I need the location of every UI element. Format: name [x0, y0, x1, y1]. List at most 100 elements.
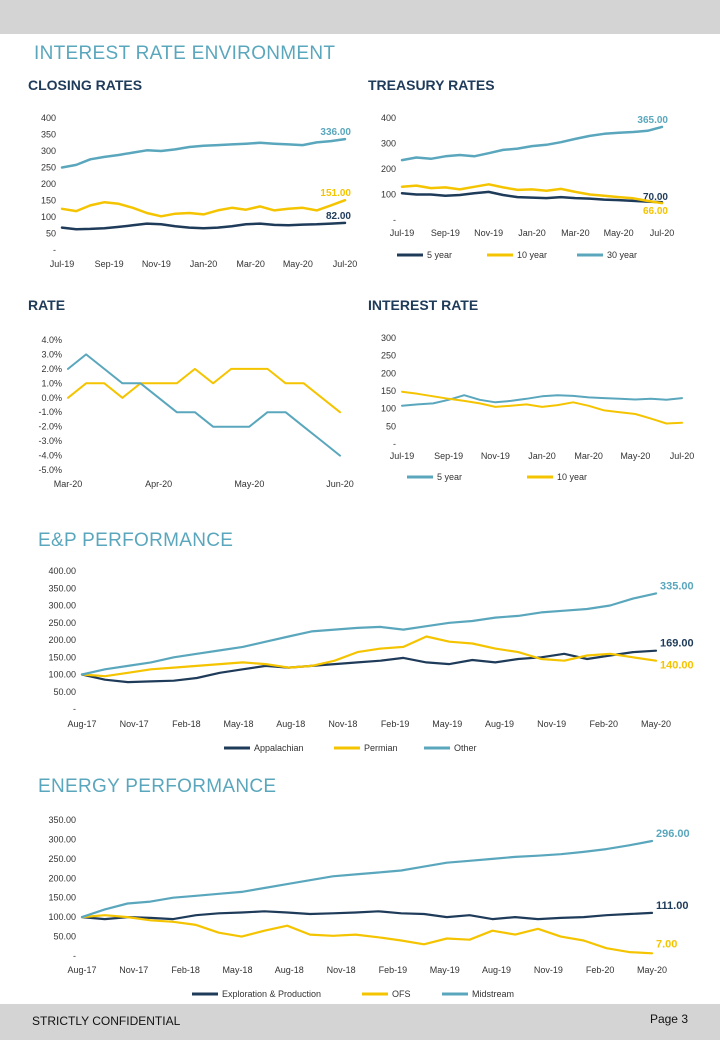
legend-label: Appalachian [254, 743, 304, 753]
y-tick-label: 400 [381, 113, 396, 123]
legend-label: 5 year [437, 472, 462, 482]
series-end-label: 66.00 [643, 206, 668, 217]
series-line-10-year [401, 390, 683, 425]
x-tick-label: Mar-20 [561, 228, 590, 238]
x-tick-label: Aug-17 [67, 965, 96, 975]
x-tick-label: Mar-20 [54, 479, 83, 489]
x-tick-label: Feb-20 [590, 719, 619, 729]
y-tick-label: 100.00 [48, 912, 76, 922]
legend-label: OFS [392, 989, 411, 999]
chart-rate: -5.0% -4.0% -3.0% -2.0% -1.0% 0.0% 1.0% 2.0% 3.0… [38, 335, 353, 489]
x-tick-label: Feb-19 [381, 719, 410, 729]
series-end-label: 296.00 [656, 828, 690, 840]
legend-label: Exploration & Production [222, 989, 321, 999]
x-tick-label: Aug-19 [485, 719, 514, 729]
y-tick-label: 300 [381, 139, 396, 149]
y-tick-label: -5.0% [38, 465, 62, 475]
y-tick-label: 200 [381, 164, 396, 174]
x-tick-label: Nov-17 [119, 965, 148, 975]
top-bar [0, 0, 720, 34]
x-tick-label: May-20 [234, 479, 264, 489]
y-tick-label: 350.00 [48, 583, 76, 593]
x-tick-label: May-20 [604, 228, 634, 238]
x-tick-label: Aug-19 [482, 965, 511, 975]
legend-label: Permian [364, 743, 398, 753]
y-tick-label: 50.00 [53, 687, 76, 697]
chart-title-treasury-rates: TREASURY RATES [368, 77, 495, 93]
x-tick-label: May-20 [641, 719, 671, 729]
x-tick-label: Jul-19 [50, 259, 75, 269]
series-line-navy [60, 221, 347, 231]
x-tick-label: May-20 [637, 965, 667, 975]
y-tick-label: 250.00 [48, 618, 76, 628]
y-tick-label: 250 [381, 351, 396, 361]
y-tick-label: 350 [41, 130, 56, 140]
y-tick-label: 3.0% [41, 349, 62, 359]
y-tick-label: 250 [41, 163, 56, 173]
x-tick-label: Nov-19 [481, 451, 510, 461]
y-tick-label: 1.0% [41, 378, 62, 388]
series-line-30-year [400, 125, 664, 162]
x-tick-label: Jul-19 [390, 451, 415, 461]
series-line-ofs [80, 914, 654, 955]
y-tick-label: -3.0% [38, 436, 62, 446]
y-tick-label: 200 [381, 368, 396, 378]
x-tick-label: Mar-20 [574, 451, 603, 461]
y-tick-label: - [393, 439, 396, 449]
series-line-appalachian [80, 649, 658, 684]
x-tick-label: Feb-18 [172, 719, 201, 729]
series-line-other [80, 592, 658, 676]
x-tick-label: Apr-20 [145, 479, 172, 489]
x-tick-label: Aug-17 [67, 719, 96, 729]
footer-page-number: Page 3 [649, 1012, 688, 1026]
x-tick-label: May-20 [620, 451, 650, 461]
series-line-midstream [80, 839, 654, 919]
series-line-gold [60, 198, 347, 218]
x-tick-label: Jun-20 [326, 479, 354, 489]
x-tick-label: Mar-20 [236, 259, 265, 269]
series-end-label: 169.00 [660, 638, 694, 650]
x-tick-label: May-18 [222, 965, 252, 975]
x-tick-label: Jul-20 [670, 451, 695, 461]
y-tick-label: 300.00 [48, 601, 76, 611]
x-tick-label: Nov-19 [474, 228, 503, 238]
y-tick-label: 300 [381, 333, 396, 343]
series-end-label: 336.00 [320, 127, 351, 138]
y-tick-label: 200.00 [48, 873, 76, 883]
legend-label: 30 year [607, 250, 637, 260]
series-line-teal [60, 137, 347, 169]
x-tick-label: Aug-18 [275, 965, 304, 975]
legend-label: Midstream [472, 989, 514, 999]
x-tick-label: Sep-19 [434, 451, 463, 461]
chart-title-closing-rates: CLOSING RATES [28, 77, 143, 93]
y-tick-label: 150.00 [48, 652, 76, 662]
y-tick-label: -1.0% [38, 407, 62, 417]
x-tick-label: Jan-20 [190, 259, 218, 269]
series-line-10-year [400, 183, 664, 205]
series-end-label: 111.00 [656, 900, 688, 912]
y-tick-label: 50 [386, 421, 396, 431]
x-tick-label: Feb-18 [171, 965, 200, 975]
y-tick-label: 100 [381, 404, 396, 414]
section-title-interest-rate-environment: INTEREST RATE ENVIRONMENT [34, 43, 336, 64]
x-tick-label: May-18 [224, 719, 254, 729]
y-tick-label: 300.00 [48, 834, 76, 844]
y-tick-label: - [53, 245, 56, 255]
y-tick-label: 350.00 [48, 815, 76, 825]
y-tick-label: -2.0% [38, 422, 62, 432]
x-tick-label: Jul-19 [390, 228, 415, 238]
x-tick-label: Sep-19 [95, 259, 124, 269]
x-tick-label: Jul-20 [333, 259, 358, 269]
x-tick-label: Nov-17 [120, 719, 149, 729]
x-tick-label: Nov-19 [142, 259, 171, 269]
y-tick-label: 300 [41, 146, 56, 156]
y-tick-label: 0.0% [41, 393, 62, 403]
chart-title-rate: RATE [28, 297, 66, 313]
series-end-label: 335.00 [660, 580, 694, 592]
series-end-label: 70.00 [643, 192, 668, 203]
y-tick-label: 400.00 [48, 566, 76, 576]
series-line-permian [80, 635, 658, 678]
series-end-label: 82.00 [326, 211, 351, 222]
chart-title-interest-rate: INTEREST RATE [368, 297, 479, 313]
